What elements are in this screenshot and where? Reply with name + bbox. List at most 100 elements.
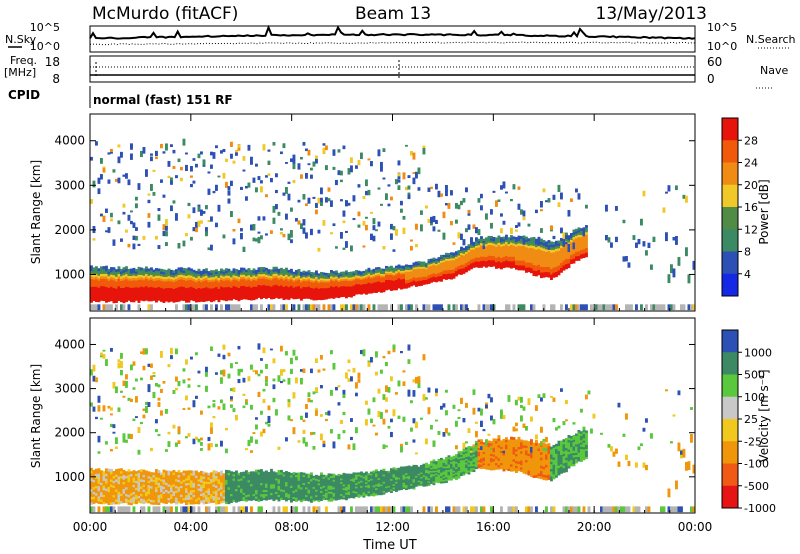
data-cell	[445, 202, 448, 206]
data-cell	[385, 279, 388, 282]
data-cell	[170, 144, 173, 148]
data-cell	[242, 490, 246, 493]
data-cell	[132, 489, 136, 492]
data-cell	[105, 278, 108, 282]
data-cell	[175, 485, 178, 489]
data-cell	[250, 492, 253, 495]
data-cell	[455, 265, 458, 268]
data-cell	[280, 472, 283, 475]
data-cell	[167, 479, 171, 483]
data-cell	[120, 273, 123, 277]
data-cell	[192, 400, 196, 408]
data-cell	[295, 499, 298, 502]
data-cell	[552, 249, 556, 253]
data-cell	[325, 287, 328, 291]
data-cell	[267, 283, 271, 286]
data-cell	[237, 296, 241, 299]
data-cell	[262, 273, 266, 277]
data-cell	[185, 285, 188, 289]
data-cell	[120, 493, 123, 497]
data-cell	[120, 495, 123, 499]
data-cell	[392, 277, 396, 280]
data-cell	[495, 246, 498, 249]
data-cell	[307, 270, 311, 273]
data-cell	[585, 245, 588, 249]
data-cell	[412, 172, 416, 174]
data-cell	[120, 488, 123, 492]
data-cell	[230, 491, 233, 495]
data-cell	[127, 469, 131, 473]
data-cell	[132, 297, 136, 300]
data-cell	[270, 282, 273, 285]
data-cell	[392, 288, 396, 291]
data-cell	[570, 257, 573, 260]
data-cell	[487, 259, 491, 263]
data-cell	[105, 268, 108, 272]
data-cell	[342, 284, 346, 287]
data-cell	[192, 180, 196, 184]
data-cell	[532, 304, 536, 311]
data-cell	[177, 243, 181, 249]
data-cell	[430, 270, 433, 273]
data-cell	[190, 236, 193, 241]
data-cell	[542, 271, 546, 275]
data-cell	[287, 269, 291, 273]
data-cell	[317, 273, 321, 276]
data-cell	[407, 268, 411, 271]
data-cell	[235, 284, 238, 287]
data-cell	[247, 471, 251, 475]
data-cell	[490, 246, 493, 250]
data-cell	[262, 286, 266, 290]
data-cell	[95, 416, 98, 420]
data-cell	[285, 506, 288, 513]
data-cell	[97, 272, 101, 276]
data-cell	[145, 273, 148, 277]
data-cell	[215, 222, 218, 228]
data-cell	[360, 272, 363, 276]
data-cell	[567, 258, 571, 262]
data-cell	[570, 250, 573, 254]
data-cell	[342, 287, 346, 290]
data-cell	[97, 485, 101, 489]
data-cell	[492, 249, 496, 252]
data-cell	[275, 495, 278, 498]
data-cell	[420, 271, 423, 274]
data-cell	[372, 283, 376, 287]
data-cell	[225, 268, 228, 271]
data-cell	[517, 260, 521, 264]
data-cell	[282, 304, 286, 311]
data-cell	[527, 252, 531, 256]
data-cell	[525, 262, 528, 266]
data-cell	[110, 486, 113, 490]
data-cell	[110, 484, 113, 488]
data-cell	[105, 359, 108, 367]
data-cell	[340, 231, 343, 239]
data-cell	[192, 294, 196, 297]
data-cell	[202, 273, 206, 277]
data-cell	[545, 200, 548, 203]
data-cell	[372, 280, 376, 283]
data-cell	[92, 406, 96, 412]
data-cell	[195, 293, 198, 296]
data-cell	[135, 471, 138, 474]
data-cell	[205, 494, 208, 498]
data-cell	[325, 291, 328, 294]
data-cell	[450, 261, 453, 265]
data-cell	[95, 141, 98, 146]
data-cell	[140, 474, 143, 477]
data-cell	[325, 197, 328, 203]
data-cell	[560, 257, 563, 261]
data-cell	[255, 439, 258, 444]
data-cell	[270, 177, 273, 183]
data-cell	[237, 304, 241, 311]
data-cell	[285, 351, 288, 356]
data-cell	[575, 235, 578, 239]
data-cell	[405, 267, 408, 270]
data-cell	[532, 242, 536, 246]
data-cell	[377, 275, 381, 278]
data-cell	[275, 293, 278, 296]
data-cell	[600, 304, 603, 311]
data-cell	[182, 270, 186, 273]
data-cell	[297, 492, 301, 495]
data-cell	[442, 271, 446, 275]
